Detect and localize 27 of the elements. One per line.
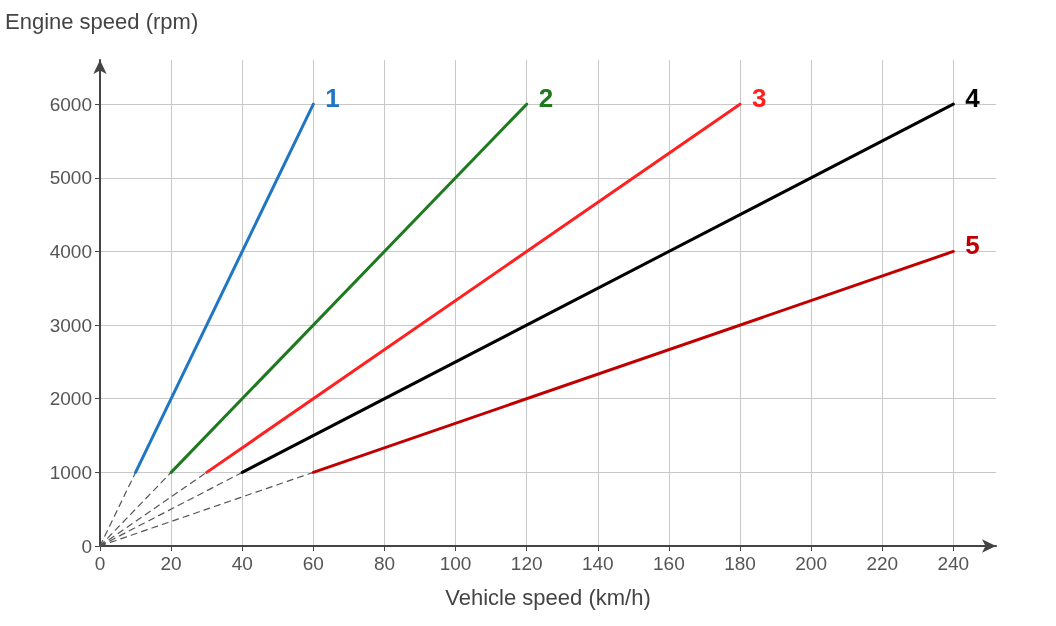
y-tick-label: 1000 xyxy=(49,461,92,483)
x-tick-label: 120 xyxy=(510,553,543,574)
y-tick-label: 6000 xyxy=(49,93,92,115)
x-tick-label: 160 xyxy=(653,553,685,574)
series-label: 4 xyxy=(965,83,981,114)
series-label: 1 xyxy=(325,83,340,114)
x-tick-label: 200 xyxy=(795,553,827,574)
series-label: 3 xyxy=(752,83,767,114)
x-tick-label: 20 xyxy=(160,553,182,574)
x-tick-label: 220 xyxy=(866,553,899,574)
y-tick-label: 0 xyxy=(81,535,92,557)
x-tick-label: 0 xyxy=(94,553,106,574)
series-label: 2 xyxy=(538,83,554,114)
x-tick-label: 140 xyxy=(581,553,614,574)
x-tick-label: 240 xyxy=(937,553,970,574)
y-tick-label: 3000 xyxy=(49,314,92,336)
x-tick-label: 40 xyxy=(231,553,253,574)
x-tick-label: 180 xyxy=(724,553,756,574)
y-axis-title: Engine speed (rpm) xyxy=(5,8,199,34)
series-label: 5 xyxy=(965,230,980,261)
x-axis-title: Vehicle speed (km/h) xyxy=(445,584,651,610)
x-tick-label: 60 xyxy=(302,553,324,574)
x-tick-label: 100 xyxy=(439,553,472,574)
y-tick-label: 5000 xyxy=(49,167,92,189)
x-tick-label: 80 xyxy=(373,553,396,574)
y-tick-label: 4000 xyxy=(49,240,92,262)
y-tick-label: 2000 xyxy=(49,388,92,410)
